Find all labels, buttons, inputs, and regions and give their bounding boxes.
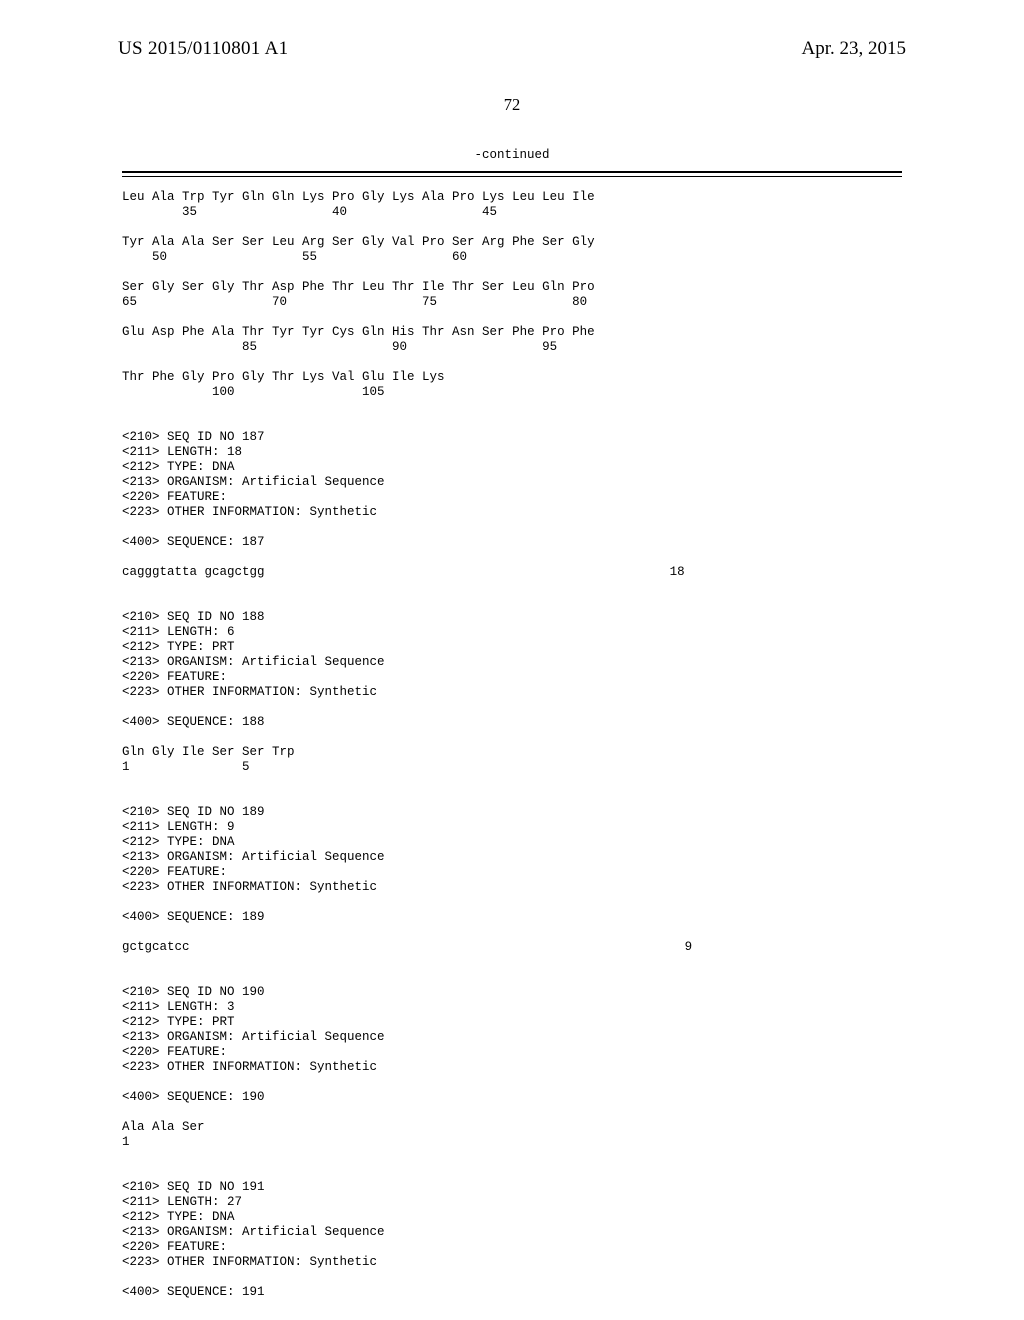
continued-label: -continued	[0, 148, 1024, 162]
sequence-listing: Leu Ala Trp Tyr Gln Gln Lys Pro Gly Lys …	[122, 190, 902, 1300]
publication-number: US 2015/0110801 A1	[118, 38, 288, 60]
header: US 2015/0110801 A1 Apr. 23, 2015	[0, 38, 1024, 62]
page-number: 72	[0, 95, 1024, 115]
rule-heavy	[122, 171, 902, 173]
page: US 2015/0110801 A1 Apr. 23, 2015 72 -con…	[0, 0, 1024, 1320]
rule-light	[122, 176, 902, 177]
publication-date: Apr. 23, 2015	[802, 38, 907, 60]
